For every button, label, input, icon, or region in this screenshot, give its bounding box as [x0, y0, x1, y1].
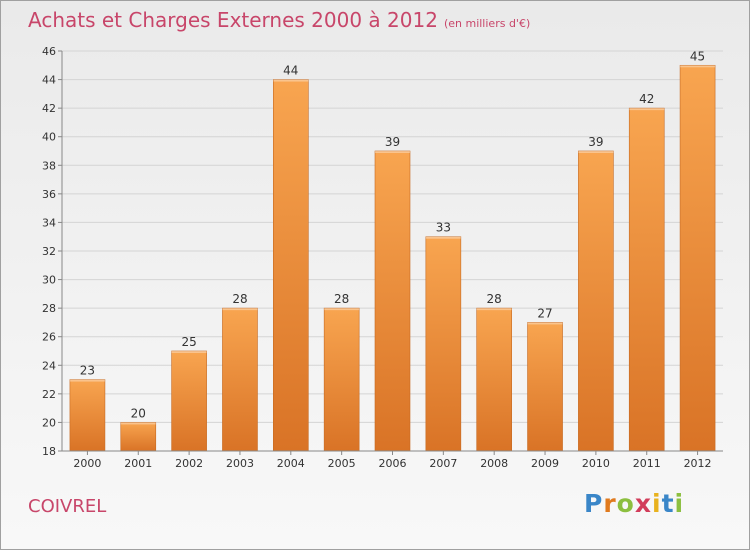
bar-2001 — [120, 422, 157, 452]
x-tick-label-2006: 2006 — [379, 457, 407, 470]
data-label-2007: 33 — [436, 221, 451, 235]
y-tick-label: 34 — [42, 216, 56, 229]
data-label-2005: 28 — [334, 292, 349, 306]
bar-2006 — [374, 150, 411, 452]
x-tick-label-2011: 2011 — [633, 457, 661, 470]
bar-2005 — [323, 307, 360, 452]
x-tick-label-2007: 2007 — [429, 457, 457, 470]
y-tick-label: 22 — [42, 388, 56, 401]
bar-highlight — [629, 108, 665, 111]
y-tick-label: 30 — [42, 274, 56, 287]
bar-highlight — [375, 151, 410, 153]
data-label-2001: 20 — [131, 406, 146, 420]
data-label-2010: 39 — [588, 135, 603, 149]
chart-title: Achats et Charges Externes 2000 à 2012 — [28, 8, 438, 32]
y-tick-label: 36 — [42, 188, 56, 201]
x-tick-label-2003: 2003 — [226, 457, 254, 470]
bar-highlight — [222, 308, 258, 311]
x-tick-label-2000: 2000 — [73, 457, 101, 470]
data-label-2008: 28 — [487, 292, 502, 306]
y-tick-label: 40 — [42, 131, 56, 144]
bar-highlight — [527, 322, 563, 325]
axis-layer: 18 20 22 24 26 28 30 32 34 36 38 40 42 44 46 2000 2001 20… — [42, 45, 723, 470]
bar-highlight — [171, 351, 207, 353]
bar-highlight — [578, 151, 614, 153]
bar-2003 — [222, 307, 258, 452]
y-tick-label: 28 — [42, 302, 56, 315]
bar-highlight — [120, 422, 156, 425]
y-tick-label: 24 — [42, 359, 56, 372]
x-tick-label-2008: 2008 — [480, 457, 508, 470]
data-label-2004: 44 — [283, 64, 298, 78]
bar-2004 — [273, 79, 309, 452]
x-tick-label-2010: 2010 — [582, 457, 610, 470]
y-tick-label: 20 — [42, 416, 56, 429]
data-label-2002: 25 — [181, 335, 196, 349]
y-tick-label: 18 — [42, 445, 56, 458]
x-tick-label-2012: 2012 — [684, 457, 712, 470]
bar-highlight — [69, 379, 105, 382]
x-tick-label-2001: 2001 — [124, 457, 152, 470]
x-tick-label-2005: 2005 — [328, 457, 356, 470]
y-tick-label: 26 — [42, 331, 56, 344]
x-tick-label-2009: 2009 — [531, 457, 559, 470]
chart-title-block: Achats et Charges Externes 2000 à 2012 (e… — [28, 8, 530, 32]
bar-highlight — [425, 236, 461, 239]
bar-highlight — [324, 308, 360, 311]
bar-2010 — [578, 150, 614, 452]
y-tick-label: 44 — [42, 74, 56, 87]
y-tick-label: 42 — [42, 102, 56, 115]
bar-2011 — [628, 107, 665, 452]
bar-2000 — [69, 379, 106, 452]
bar-highlight — [273, 79, 309, 82]
bar-highlight — [476, 308, 512, 311]
x-tick-label-2002: 2002 — [175, 457, 203, 470]
chart-subtitle: (en milliers d'€) — [443, 17, 531, 30]
x-tick-label-2004: 2004 — [277, 457, 305, 470]
y-tick-label: 46 — [42, 45, 56, 58]
data-label-2011: 42 — [639, 92, 654, 106]
bar-2002 — [171, 350, 207, 452]
bar-2012 — [679, 64, 716, 452]
data-label-2000: 23 — [80, 364, 95, 378]
bar-highlight — [680, 65, 716, 68]
y-tick-label: 38 — [42, 159, 56, 172]
data-label-2012: 45 — [690, 49, 705, 63]
bar-2009 — [527, 322, 563, 452]
place-name: COIVREL — [28, 496, 107, 517]
bar-2008 — [476, 307, 512, 452]
data-label-2006: 39 — [385, 135, 400, 149]
proxiti-logo: Proxiti — [584, 489, 685, 518]
data-label-2009: 27 — [537, 306, 552, 320]
bar-2007 — [425, 236, 462, 452]
data-label-2003: 28 — [232, 292, 247, 306]
bar-layer: 23 20 25 28 44 28 39 33 28 27 39 42 45 — [69, 49, 716, 452]
y-tick-label: 32 — [42, 245, 56, 258]
